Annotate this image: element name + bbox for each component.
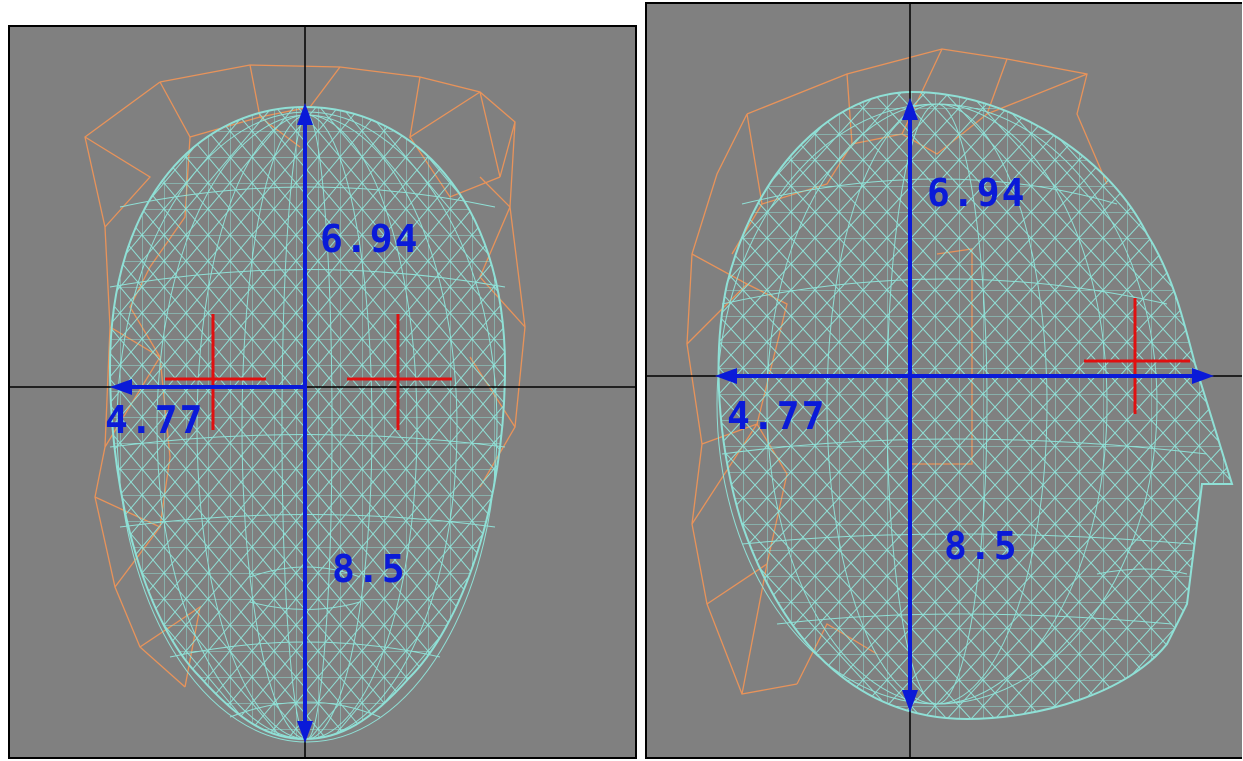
- front-dimension-arrows: [110, 103, 313, 743]
- arrow-head-up-icon: [902, 98, 918, 120]
- side-dim-side-label: 4.77: [727, 394, 827, 438]
- side-eye-marker: [1084, 298, 1190, 414]
- arrow-head-up-icon: [297, 103, 313, 125]
- side-dim-bottom-label: 8.5: [944, 524, 1019, 568]
- side-view-viewport[interactable]: 6.94 4.77 8.5: [645, 2, 1242, 759]
- arrow-head-down-icon: [902, 690, 918, 712]
- front-dim-side-label: 4.77: [105, 398, 205, 442]
- side-dim-top-label: 6.94: [927, 171, 1027, 215]
- front-view-canvas: 6.94 4.77 8.5: [10, 27, 635, 757]
- side-dimension-arrows: [715, 98, 1214, 712]
- arrow-head-down-icon: [297, 721, 313, 743]
- front-dim-bottom-label: 8.5: [332, 547, 407, 591]
- arrow-head-left-icon: [715, 368, 737, 384]
- side-view-canvas: 6.94 4.77 8.5: [647, 4, 1242, 757]
- front-eye-markers: [165, 314, 452, 430]
- front-view-viewport[interactable]: 6.94 4.77 8.5: [8, 25, 637, 759]
- arrow-head-left-icon: [110, 379, 132, 395]
- front-dim-top-label: 6.94: [320, 217, 420, 261]
- head-wireframe: [108, 105, 507, 743]
- arrow-head-right-icon: [1192, 368, 1214, 384]
